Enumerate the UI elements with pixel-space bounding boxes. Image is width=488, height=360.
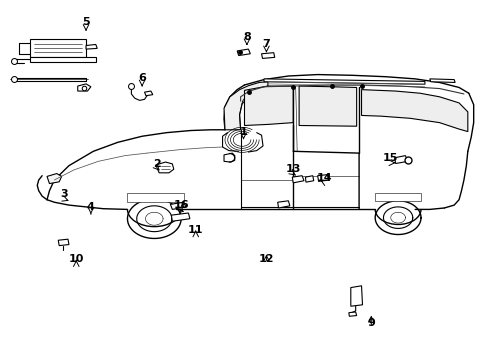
Text: 10: 10: [68, 254, 84, 264]
Text: 12: 12: [258, 254, 274, 264]
Polygon shape: [348, 312, 356, 316]
Text: 16: 16: [173, 200, 188, 210]
Polygon shape: [261, 53, 274, 58]
Polygon shape: [47, 174, 61, 184]
Polygon shape: [156, 162, 173, 173]
Polygon shape: [305, 176, 313, 182]
Polygon shape: [171, 213, 189, 221]
Polygon shape: [244, 86, 293, 126]
Polygon shape: [394, 156, 407, 163]
Polygon shape: [78, 84, 91, 91]
Text: 2: 2: [153, 159, 160, 169]
Text: 7: 7: [262, 39, 270, 49]
Polygon shape: [30, 57, 96, 62]
Text: 14: 14: [317, 173, 332, 183]
Text: 4: 4: [87, 202, 95, 212]
Polygon shape: [277, 201, 289, 208]
Text: 8: 8: [243, 32, 250, 41]
Polygon shape: [317, 175, 328, 181]
Polygon shape: [30, 40, 86, 57]
Polygon shape: [237, 49, 250, 55]
Polygon shape: [224, 153, 234, 162]
Polygon shape: [127, 193, 183, 202]
Polygon shape: [361, 90, 467, 132]
Text: 5: 5: [82, 17, 90, 27]
Text: 6: 6: [138, 73, 146, 83]
Polygon shape: [350, 286, 362, 306]
Polygon shape: [58, 239, 69, 246]
Text: 15: 15: [382, 153, 398, 163]
Text: 11: 11: [187, 225, 203, 235]
Text: 3: 3: [60, 189, 68, 199]
Polygon shape: [224, 82, 267, 130]
Polygon shape: [429, 79, 454, 82]
Polygon shape: [86, 44, 97, 49]
Polygon shape: [144, 91, 153, 96]
Polygon shape: [299, 86, 356, 126]
Text: 13: 13: [285, 164, 300, 174]
Polygon shape: [292, 176, 304, 183]
Text: 1: 1: [239, 127, 247, 136]
Polygon shape: [374, 193, 420, 201]
Polygon shape: [264, 79, 424, 84]
Polygon shape: [170, 202, 185, 210]
Text: 9: 9: [366, 319, 374, 328]
